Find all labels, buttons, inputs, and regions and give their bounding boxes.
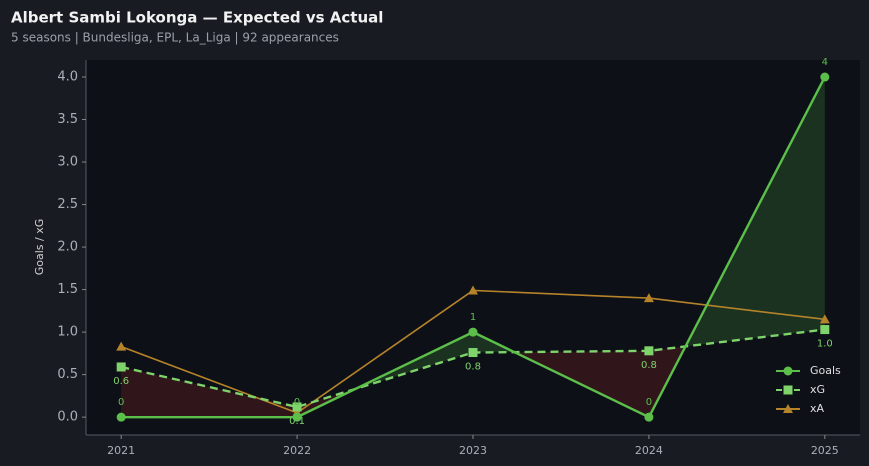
marker [644, 412, 654, 422]
data-label: 0.6 [113, 376, 129, 387]
marker [819, 314, 830, 324]
y-tick-label: 1.5 [57, 282, 78, 297]
marker [116, 362, 126, 372]
legend-marker [783, 404, 793, 413]
marker [292, 412, 302, 422]
marker [116, 412, 126, 422]
marker [820, 72, 830, 82]
y-axis-label: Goals / xG [33, 219, 46, 276]
diff-area [121, 366, 298, 418]
x-tick-label: 2021 [107, 444, 135, 457]
marker [468, 285, 478, 295]
y-tick-label: 2.0 [57, 240, 78, 255]
x-tick-label: 2023 [459, 444, 487, 457]
y-tick-label: 3.5 [57, 112, 78, 127]
marker [468, 348, 478, 358]
marker [292, 402, 302, 412]
legend-label: xA [810, 402, 825, 415]
x-tick-label: 2022 [283, 444, 311, 457]
legend-marker [783, 385, 793, 395]
marker [643, 293, 654, 303]
data-label: 0 [646, 397, 652, 408]
marker [820, 325, 830, 335]
data-label: 4 [822, 57, 828, 68]
chart-title: Albert Sambi Lokonga — Expected vs Actua… [11, 9, 383, 27]
y-tick-label: 2.5 [57, 197, 78, 212]
x-tick-label: 2025 [811, 444, 839, 457]
y-tick-label: 0.0 [57, 410, 78, 425]
chart-subtitle: 5 seasons | Bundesliga, EPL, La_Liga | 9… [11, 31, 339, 45]
data-label: 0.8 [641, 360, 657, 371]
legend-marker [783, 366, 793, 376]
data-label: 0.8 [465, 362, 481, 373]
marker [116, 341, 127, 351]
y-tick-label: 0.5 [57, 367, 78, 382]
data-label: 0 [118, 397, 124, 408]
data-label: 0 [294, 397, 300, 408]
y-tick-label: 1.0 [57, 325, 78, 340]
legend-label: xG [810, 383, 825, 396]
data-label: 1 [470, 312, 476, 323]
y-tick-label: 3.0 [57, 155, 78, 170]
x-tick-label: 2024 [635, 444, 663, 457]
plot-area [86, 60, 860, 435]
legend-label: Goals [810, 364, 841, 377]
marker [468, 327, 478, 337]
marker [644, 346, 654, 356]
y-tick-label: 4.0 [57, 70, 78, 85]
data-label: 1.0 [817, 339, 833, 350]
